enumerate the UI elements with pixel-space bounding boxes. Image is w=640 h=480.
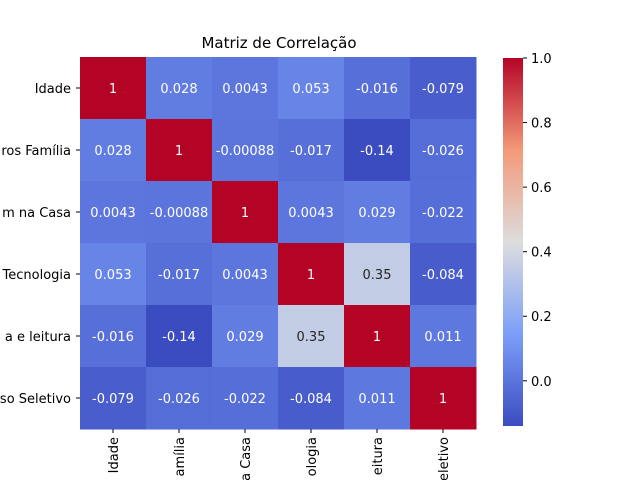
- cell-value-label: 0.029: [358, 206, 395, 221]
- cell-value-label: -0.00088: [150, 206, 208, 221]
- chart-title: Matriz de Correlação: [201, 34, 356, 52]
- cell-value-label: -0.084: [290, 392, 332, 407]
- colorbar-tick-label: 0.8: [531, 117, 552, 132]
- cell-value-label: 0.0043: [222, 82, 268, 97]
- col-tick-label: a Casa: [239, 437, 254, 480]
- heatmap-cell: [212, 57, 279, 120]
- cell-value-label: 0.028: [94, 144, 131, 159]
- heatmap-cell: [344, 181, 411, 244]
- col-tick-label: ologia: [305, 437, 320, 476]
- heatmap-cell: [344, 305, 411, 368]
- heatmap-cell: [278, 181, 345, 244]
- cell-value-label: 0.011: [424, 330, 461, 345]
- cell-value-label: 0.35: [363, 268, 392, 283]
- heatmap-cell: [146, 119, 213, 182]
- heatmap-cell: [146, 305, 213, 368]
- heatmap-cell: [146, 181, 213, 244]
- heatmap-cell: [344, 119, 411, 182]
- row-tick-label: a e leitura: [5, 330, 71, 345]
- cell-value-label: -0.017: [158, 268, 200, 283]
- cell-value-label: -0.084: [422, 268, 464, 283]
- colorbar-gradient: [503, 58, 523, 426]
- heatmap-cell: [344, 367, 411, 430]
- col-tick-label: eletivo: [437, 437, 452, 480]
- heatmap-cell: [80, 305, 147, 368]
- col-tick-label: amília: [173, 437, 188, 476]
- colorbar-tick-label: 0.0: [531, 375, 552, 390]
- cell-value-label: 1: [109, 82, 117, 97]
- cell-value-label: 0.0043: [288, 206, 334, 221]
- col-tick-label: eitura: [371, 437, 386, 475]
- heatmap-cell: [146, 367, 213, 430]
- cell-value-label: -0.14: [162, 330, 196, 345]
- cell-value-label: 1: [439, 392, 447, 407]
- heatmap-cell: [410, 243, 477, 306]
- cell-value-label: -0.00088: [216, 144, 274, 159]
- heatmap-cell: [278, 119, 345, 182]
- cell-value-label: -0.016: [92, 330, 134, 345]
- cell-value-label: 0.029: [226, 330, 263, 345]
- cell-value-label: -0.017: [290, 144, 332, 159]
- cell-value-label: -0.016: [356, 82, 398, 97]
- heatmap-cell: [278, 305, 345, 368]
- heatmap-cell: [80, 181, 147, 244]
- heatmap-cell: [344, 243, 411, 306]
- heatmap-cell: [410, 119, 477, 182]
- heatmap-cell: [146, 57, 213, 120]
- heatmap-cell: [212, 367, 279, 430]
- cell-value-label: 1: [175, 144, 183, 159]
- cell-value-label: 0.011: [358, 392, 395, 407]
- heatmap-cell: [278, 243, 345, 306]
- row-tick-labels: Idade ros Família m na Casa Tecnologia a e l…: [0, 82, 80, 407]
- heatmap-cell: [212, 243, 279, 306]
- heatmap-cell: [212, 181, 279, 244]
- col-tick-label: Idade: [107, 437, 122, 473]
- cell-value-label: 0.35: [297, 330, 326, 345]
- cell-value-label: -0.022: [224, 392, 266, 407]
- cell-value-label: 1: [373, 330, 381, 345]
- heatmap-cells: 1 0.028 0.0043 0.053 -0.016 -0.079 0.028 1 -0.00…: [80, 57, 477, 430]
- cell-value-label: 0.028: [160, 82, 197, 97]
- heatmap-cell: [410, 57, 477, 120]
- heatmap-cell: [80, 243, 147, 306]
- cell-value-label: 1: [307, 268, 315, 283]
- heatmap-cell: [410, 367, 477, 430]
- heatmap-cell: [80, 57, 147, 120]
- heatmap-cell: [344, 57, 411, 120]
- heatmap-cell: [278, 367, 345, 430]
- cell-value-label: 0.0043: [222, 268, 268, 283]
- cell-value-label: 0.0043: [90, 206, 136, 221]
- cell-value-label: -0.026: [422, 144, 464, 159]
- cell-value-label: -0.079: [422, 82, 464, 97]
- heatmap-cell: [278, 57, 345, 120]
- heatmap-cell: [212, 119, 279, 182]
- colorbar: 0.0 0.2 0.4 0.6 0.8 1.0: [503, 52, 552, 426]
- cell-value-label: -0.026: [158, 392, 200, 407]
- heatmap-cell: [80, 367, 147, 430]
- colorbar-tick-label: 0.4: [531, 246, 552, 261]
- col-tick-labels: Idade amília a Casa ologia eitura eletivo: [107, 429, 452, 480]
- cell-value-label: 0.053: [292, 82, 329, 97]
- cell-value-label: 0.053: [94, 268, 131, 283]
- row-tick-label: so Seletivo: [0, 392, 71, 407]
- row-tick-label: Idade: [35, 82, 71, 97]
- heatmap-cell: [80, 119, 147, 182]
- cell-value-label: -0.079: [92, 392, 134, 407]
- heatmap-cell: [410, 305, 477, 368]
- colorbar-tick-label: 0.2: [531, 310, 552, 325]
- cell-value-label: -0.022: [422, 206, 464, 221]
- heatmap-cell: [146, 243, 213, 306]
- row-tick-label: Tecnologia: [2, 268, 71, 283]
- row-tick-label: ros Família: [1, 144, 71, 159]
- cell-value-label: -0.14: [360, 144, 394, 159]
- row-tick-label: m na Casa: [2, 206, 71, 221]
- colorbar-tick-label: 1.0: [531, 52, 552, 67]
- colorbar-tick-label: 0.6: [531, 181, 552, 196]
- heatmap-cell: [410, 181, 477, 244]
- heatmap-cell: [212, 305, 279, 368]
- cell-value-label: 1: [241, 206, 249, 221]
